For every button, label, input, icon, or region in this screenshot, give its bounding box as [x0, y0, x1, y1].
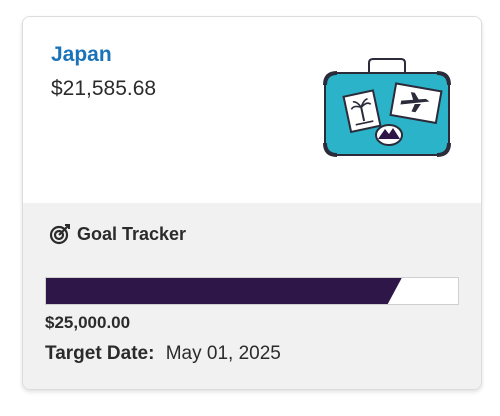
goal-card-header: Japan $21,585.68: [23, 17, 481, 203]
target-date-value: May 01, 2025: [165, 343, 281, 364]
target-icon: [49, 224, 70, 245]
goal-tracker-section: Goal Tracker $25,000.00 Target Date: May…: [23, 203, 481, 389]
goal-target-amount: $25,000.00: [45, 313, 131, 332]
goal-target-date: Target Date: May 01, 2025: [45, 343, 281, 365]
goal-current-amount: $21,585.68: [51, 77, 157, 100]
goal-tracker-heading: Goal Tracker: [49, 223, 186, 245]
goal-progress-fill: [46, 278, 402, 304]
goal-tracker-title: Goal Tracker: [77, 223, 187, 244]
goal-progress-bar: [45, 277, 459, 305]
target-date-label: Target Date:: [45, 343, 155, 364]
goal-card[interactable]: Japan $21,585.68: [22, 16, 482, 390]
goal-name-link[interactable]: Japan: [51, 43, 112, 66]
suitcase-icon: [323, 58, 451, 157]
